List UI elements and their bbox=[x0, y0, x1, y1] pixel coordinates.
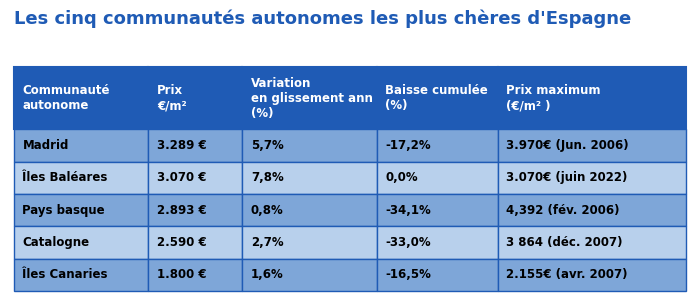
Text: 3.070 €: 3.070 € bbox=[157, 171, 206, 184]
Text: 3.289 €: 3.289 € bbox=[157, 139, 206, 152]
Text: Pays basque: Pays basque bbox=[22, 204, 105, 217]
Text: Prix maximum
(€/m² ): Prix maximum (€/m² ) bbox=[506, 84, 601, 112]
Text: Îles Canaries: Îles Canaries bbox=[22, 268, 108, 281]
Text: 1.800 €: 1.800 € bbox=[157, 268, 206, 281]
Text: 7,8%: 7,8% bbox=[251, 171, 284, 184]
Text: 1,6%: 1,6% bbox=[251, 268, 284, 281]
Text: 0,8%: 0,8% bbox=[251, 204, 284, 217]
Text: 3.970€ (Jun. 2006): 3.970€ (Jun. 2006) bbox=[506, 139, 629, 152]
Text: 3 864 (déc. 2007): 3 864 (déc. 2007) bbox=[506, 236, 623, 249]
Text: Îles Baléares: Îles Baléares bbox=[22, 171, 108, 184]
Text: -17,2%: -17,2% bbox=[385, 139, 431, 152]
Text: 5,7%: 5,7% bbox=[251, 139, 284, 152]
Text: 2.893 €: 2.893 € bbox=[157, 204, 206, 217]
Text: Communauté
autonome: Communauté autonome bbox=[22, 84, 110, 112]
Text: Catalogne: Catalogne bbox=[22, 236, 90, 249]
Text: 3.070€ (juin 2022): 3.070€ (juin 2022) bbox=[506, 171, 628, 184]
Text: -16,5%: -16,5% bbox=[385, 268, 431, 281]
Text: Prix
€/m²: Prix €/m² bbox=[157, 84, 186, 112]
Text: -33,0%: -33,0% bbox=[385, 236, 431, 249]
Text: 2.155€ (avr. 2007): 2.155€ (avr. 2007) bbox=[506, 268, 628, 281]
Text: 4,392 (fév. 2006): 4,392 (fév. 2006) bbox=[506, 204, 620, 217]
Text: Les cinq communautés autonomes les plus chères d'Espagne: Les cinq communautés autonomes les plus … bbox=[14, 9, 631, 28]
Text: Baisse cumulée
(%): Baisse cumulée (%) bbox=[385, 84, 488, 112]
Text: Variation
en glissement ann
(%): Variation en glissement ann (%) bbox=[251, 77, 373, 120]
Text: Madrid: Madrid bbox=[22, 139, 69, 152]
Text: -34,1%: -34,1% bbox=[385, 204, 431, 217]
Text: 0,0%: 0,0% bbox=[385, 171, 418, 184]
Text: 2,7%: 2,7% bbox=[251, 236, 284, 249]
Text: 2.590 €: 2.590 € bbox=[157, 236, 206, 249]
